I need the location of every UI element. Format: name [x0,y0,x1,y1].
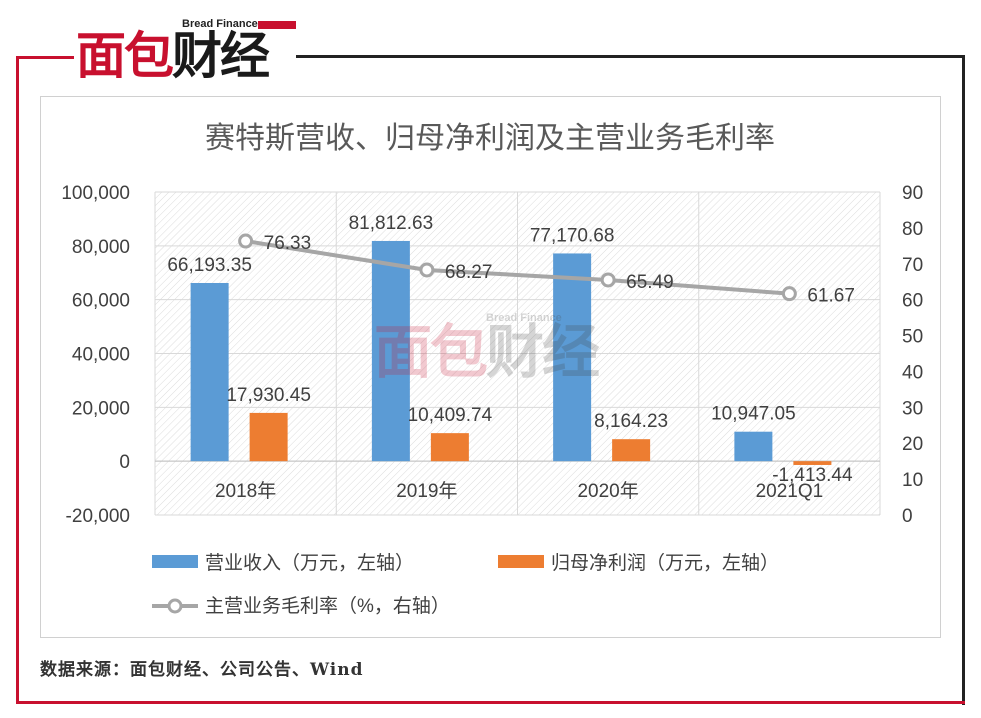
bar-profit [793,461,832,465]
line-margin [245,239,790,296]
bar-revenue [734,431,773,462]
x-tick-label: 2021Q1 [756,481,824,502]
brand-logo-cn: 面包财经 [76,26,270,86]
y-right-tick-label: 40 [902,362,923,383]
x-tick-label: 2020年 [577,480,638,502]
data-label-margin: 61.67 [807,286,855,307]
y-right-tick-label: 90 [902,183,923,204]
legend-label-profit: 归母净利润（万元，左轴） [551,552,779,574]
legend-label-margin: 主营业务毛利率（%，右轴） [205,595,450,617]
bar-revenue [190,282,229,462]
y-left-tick-label: 80,000 [72,237,130,258]
brand-logo-bar [258,21,296,29]
brand-logo-cn-dark: 财经 [172,27,270,85]
data-label-profit: 8,164.23 [594,411,668,432]
bar-profit [430,433,469,462]
bar-profit [612,439,651,462]
y-right-tick-label: 80 [902,219,923,240]
data-label-margin: 65.49 [626,272,674,293]
y-right-tick-label: 60 [902,291,923,312]
legend-label-revenue: 营业收入（万元，左轴） [205,552,414,574]
y-right-tick-label: 10 [902,470,923,491]
point-margin [600,272,616,288]
y-right-tick-label: 20 [902,434,923,455]
y-right-tick-label: 0 [902,506,913,527]
y-right-tick-label: 50 [902,327,923,348]
y-left-tick-label: 20,000 [72,398,130,419]
legend-swatch-revenue [152,555,198,568]
point-margin [781,286,797,302]
y-left-tick-label: 0 [119,452,130,473]
data-label-revenue: 10,947.05 [711,404,796,425]
frame-right-border [962,55,965,705]
x-tick-label: 2018年 [215,480,276,502]
data-label-profit: -1,413.44 [772,465,853,486]
legend-swatch-margin-marker [167,598,183,614]
bar-revenue [553,253,592,462]
y-left-tick-label: -20,000 [66,506,130,527]
frame-left-border [16,56,19,704]
data-label-profit: 17,930.45 [226,385,311,406]
data-label-revenue: 81,812.63 [349,213,434,234]
legend-swatch-profit [498,555,544,568]
source-note: 数据来源：面包财经、公司公告、Wind [40,660,364,680]
brand-logo-cn-red: 面包 [76,27,174,85]
x-tick-label: 2019年 [396,480,457,502]
frame-top-right-border [296,55,963,58]
y-right-tick-label: 70 [902,255,923,276]
brand-logo-en: Bread Finance [182,18,258,30]
data-label-profit: 10,409.74 [408,405,493,426]
frame-bottom-border [16,701,965,704]
point-margin [419,262,435,278]
bar-revenue [371,240,410,462]
data-label-margin: 68.27 [445,262,493,283]
brand-logo: Bread Finance 面包财经 [76,18,296,88]
bar-profit [249,412,288,462]
y-left-tick-label: 40,000 [72,345,130,366]
y-right-tick-label: 30 [902,398,923,419]
data-label-revenue: 77,170.68 [530,225,615,246]
point-margin [238,233,254,249]
chart-legend: 营业收入（万元，左轴） 归母净利润（万元，左轴） 主营业务毛利率（%，右轴） [152,552,779,617]
y-left-tick-label: 100,000 [61,183,130,204]
chart-title: 赛特斯营收、归母净利润及主营业务毛利率 [205,122,775,155]
plot-area: 100,000 80,000 60,000 40,000 20,000 0 -20,000 9… [61,183,923,527]
frame-top-left-border [16,56,74,59]
data-label-margin: 76.33 [264,233,312,254]
data-label-revenue: 66,193.35 [167,255,252,276]
y-left-tick-label: 60,000 [72,291,130,312]
